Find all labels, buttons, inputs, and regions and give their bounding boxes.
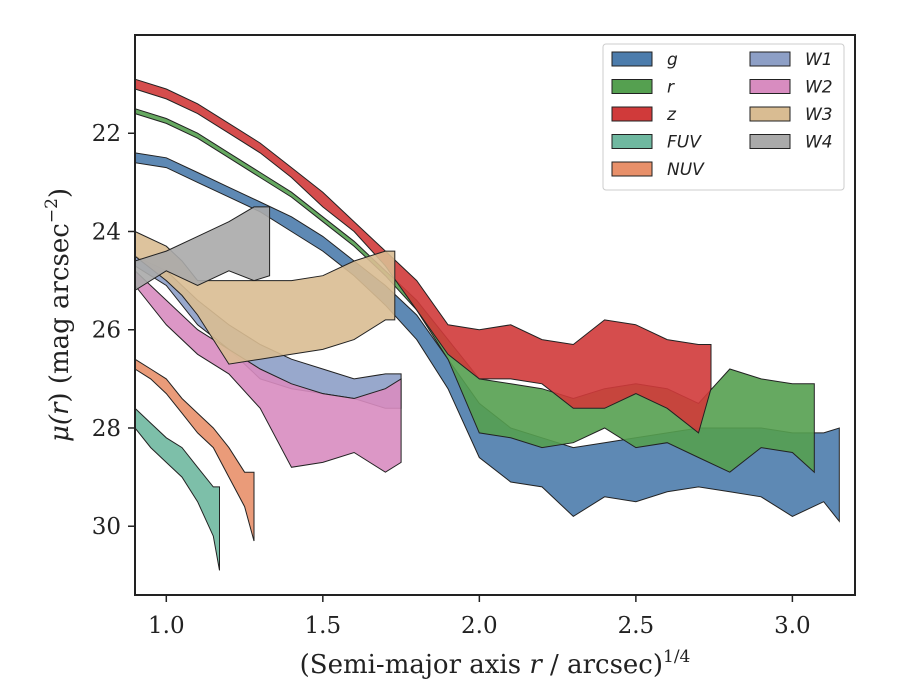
legend-swatch-nuv: [611, 161, 653, 177]
series-area-z: [134, 78, 712, 434]
legend-swatch-w2: [749, 79, 791, 94]
legend-label-g: g: [667, 50, 678, 70]
legend-label-fuv: FUV: [667, 133, 702, 153]
legend-swatch-fuv: [611, 134, 653, 149]
x-axis: 1.0 1.5 2.0 2.5 3.0: [148, 595, 811, 639]
y-tick-label: 26: [92, 318, 121, 344]
x-tick-label: 1.0: [148, 613, 185, 639]
legend-swatch-r: [611, 79, 653, 94]
series-areas: [134, 78, 840, 571]
legend-swatch-z: [611, 106, 653, 122]
series-area-nuv: [134, 358, 255, 542]
legend-label-w4: W4: [805, 133, 833, 153]
legend-swatch-w1: [749, 51, 791, 67]
legend-label-w3: W3: [805, 105, 833, 125]
legend-label-w1: W1: [805, 50, 833, 70]
series-area-fuv: [134, 407, 220, 571]
legend-label-r: r: [667, 78, 675, 98]
x-tick-label: 2.5: [618, 613, 655, 639]
legend: grz FUV NUV W1 W2 W3 W4: [602, 43, 845, 191]
legend-label-nuv: NUV: [667, 160, 705, 180]
y-tick-label: 30: [92, 514, 121, 540]
series-area-w4: [134, 206, 271, 292]
x-tick-label: 3.0: [774, 613, 811, 639]
legend-swatch-w4: [749, 134, 791, 149]
x-axis-title: (Semi-major axis r / arcsec)1/4: [300, 647, 691, 680]
y-tick-label: 24: [92, 219, 121, 245]
legend-label-w2: W2: [805, 78, 833, 98]
y-axis-title: μ(r) (mag arcsec−2): [42, 188, 75, 442]
legend-swatch-g: [611, 51, 653, 67]
series-area-w3: [134, 230, 396, 365]
legend-swatch-w3: [749, 106, 791, 122]
x-tick-label: 1.5: [305, 613, 342, 639]
plot-frame: [134, 34, 856, 596]
x-tick-label: 2.0: [461, 613, 498, 639]
legend-label-z: z: [666, 105, 677, 125]
y-axis: 22 24 26 28 30: [92, 121, 135, 540]
y-tick-label: 28: [92, 416, 121, 442]
y-tick-label: 22: [92, 121, 121, 147]
